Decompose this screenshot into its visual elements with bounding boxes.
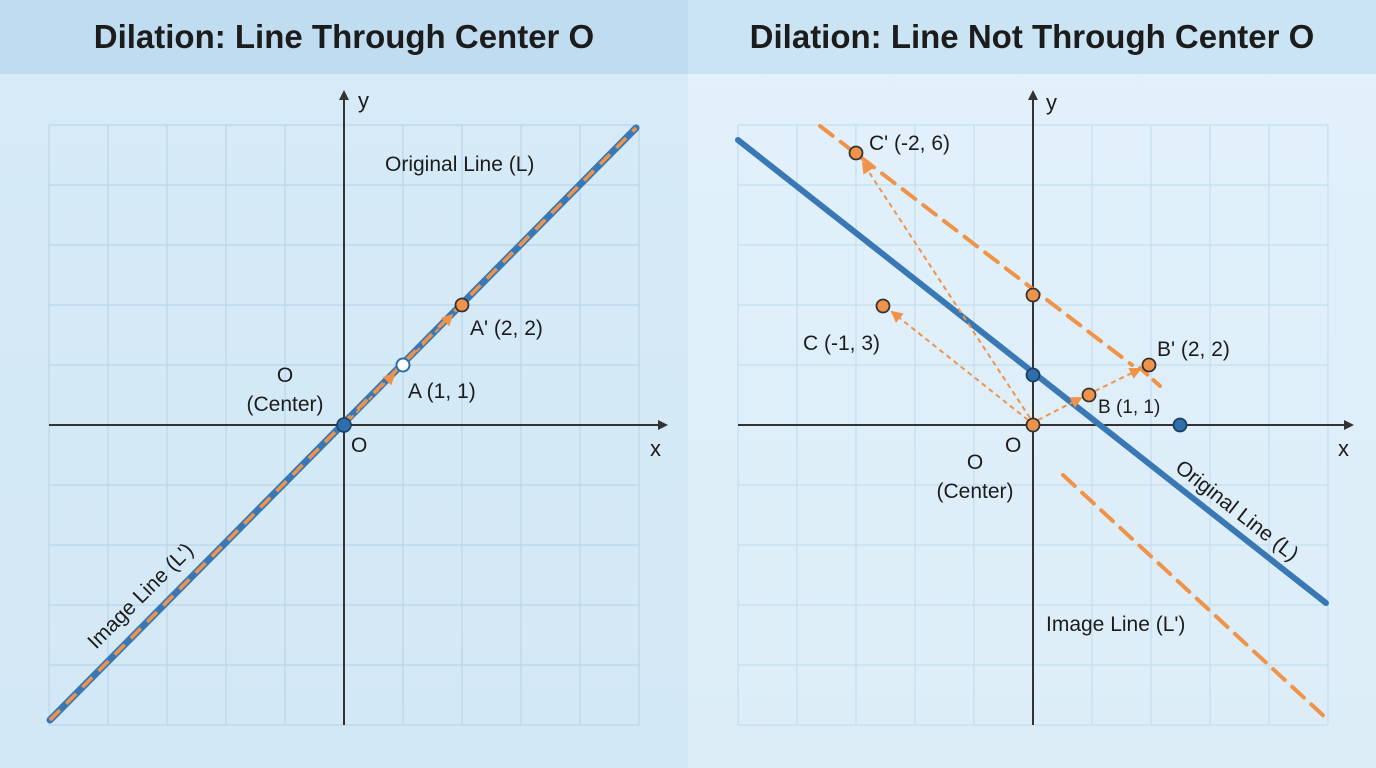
- right-arrow-o-to-c-prime: [861, 161, 1031, 419]
- left-dilation-arrow-a: [349, 372, 396, 420]
- right-image-line-tail: [1138, 366, 1162, 388]
- right-arrow-b-to-b-prime: [1094, 368, 1142, 392]
- left-image-line-label: Image Line (L'): [83, 539, 198, 654]
- right-diagram: x y C' (-2, 6) C (-1, 3) B' (2, 2) B (1,…: [735, 90, 1354, 726]
- right-origin-label: O: [1005, 434, 1021, 457]
- right-center-label-2: (Center): [936, 480, 1013, 503]
- right-point-0-4: [1025, 287, 1041, 303]
- left-origin-label: O: [351, 434, 367, 457]
- right-point-c-prime: [848, 145, 864, 161]
- right-point-b: [1081, 387, 1097, 403]
- right-point-b-prime-label: B' (2, 2): [1157, 338, 1230, 361]
- left-panel: Dilation: Line Through Center O x: [0, 0, 688, 768]
- left-center-label-2: (Center): [246, 393, 323, 416]
- right-x-axis-label: x: [1338, 436, 1349, 461]
- right-origin-point: [1025, 417, 1041, 433]
- right-panel-title: Dilation: Line Not Through Center O: [688, 0, 1376, 74]
- left-panel-title: Dilation: Line Through Center O: [0, 0, 688, 74]
- right-point-c-label: C (-1, 3): [803, 332, 880, 355]
- right-original-line-label: Original Line (L): [1171, 456, 1303, 566]
- right-y-axis-label: y: [1046, 90, 1057, 115]
- right-point-c-prime-label: C' (-2, 6): [869, 132, 950, 155]
- right-point-b-label: B (1, 1): [1098, 397, 1160, 418]
- right-image-line-segment: [1061, 473, 1328, 720]
- left-point-a-label: A (1, 1): [408, 380, 476, 403]
- left-original-line-label: Original Line (L): [385, 153, 534, 176]
- left-point-a: [395, 357, 411, 373]
- right-point-2-0: [1172, 417, 1188, 433]
- left-diagram: x y O O (Center) A (1, 1) A' (2, 2) Orig…: [46, 88, 668, 726]
- right-arrow-o-to-c: [890, 310, 1029, 421]
- left-y-axis-label: y: [358, 88, 369, 113]
- right-point-b-prime: [1141, 357, 1157, 373]
- left-point-a-prime: [454, 297, 470, 313]
- left-origin-point: [336, 417, 352, 433]
- left-x-axis-label: x: [650, 436, 661, 461]
- left-dilation-arrow-a-prime: [409, 313, 454, 359]
- right-arrow-o-to-b: [1037, 397, 1083, 421]
- right-panel: Dilation: Line Not Through Center O x: [688, 0, 1376, 768]
- right-point-c: [875, 298, 891, 314]
- left-point-a-prime-label: A' (2, 2): [470, 317, 543, 340]
- right-center-label-1: O: [967, 451, 983, 474]
- left-center-label-1: O: [277, 364, 293, 387]
- right-point-0-2: [1025, 367, 1041, 383]
- right-image-line-label: Image Line (L'): [1046, 613, 1185, 636]
